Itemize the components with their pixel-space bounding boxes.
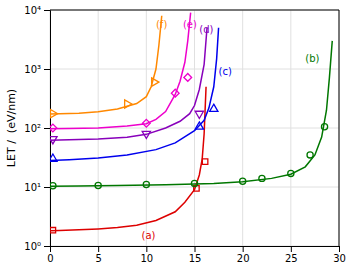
tick-label: 30 xyxy=(333,253,346,264)
line xyxy=(50,16,162,114)
marker xyxy=(202,159,207,164)
axis: 10⁰ 10¹ 10² 10³ 10⁴ xyxy=(24,5,50,252)
annotation: (e) xyxy=(183,19,197,30)
marker xyxy=(142,131,150,138)
tick-label: 25 xyxy=(285,253,298,264)
line xyxy=(50,87,206,231)
annotation: (f) xyxy=(156,19,167,30)
axis-line xyxy=(51,247,340,253)
marker xyxy=(50,227,55,232)
tick: 5 xyxy=(95,246,101,264)
grid-line xyxy=(339,10,340,246)
tick-mark xyxy=(291,246,292,252)
marker xyxy=(210,104,218,111)
tick-mark xyxy=(44,10,50,11)
marker xyxy=(240,178,246,184)
tick: 10⁴ xyxy=(24,5,50,16)
axis: 0 5 10 15 20 25 30 xyxy=(47,246,346,264)
tick: 10¹ xyxy=(24,182,50,193)
tick-label: 10² xyxy=(24,123,41,134)
tick-mark xyxy=(146,246,147,252)
tick-mark xyxy=(44,187,50,188)
tick-mark xyxy=(98,246,99,252)
tick-label: 10⁰ xyxy=(24,241,41,252)
tick: 0 xyxy=(47,246,53,264)
tick: 10² xyxy=(24,123,50,134)
annotation: (d) xyxy=(199,24,213,35)
marker xyxy=(143,181,149,187)
frame xyxy=(339,10,340,246)
plot-area xyxy=(50,13,332,233)
line xyxy=(50,28,219,161)
tick: 15 xyxy=(189,246,202,264)
marker xyxy=(259,175,265,181)
annotation: (a) xyxy=(142,230,156,241)
marker xyxy=(142,119,150,127)
chart: 0 5 10 15 20 25 30 10⁰ 10¹ 10² 10³ 10⁴ LET / (eV/nm)… xyxy=(0,0,353,268)
tick: 10³ xyxy=(24,64,50,75)
tick-mark xyxy=(195,246,196,252)
line xyxy=(50,28,207,140)
marker xyxy=(50,137,57,144)
marker xyxy=(321,124,327,130)
marker xyxy=(95,182,101,188)
tick-label: 20 xyxy=(237,253,250,264)
axis-line xyxy=(44,11,51,247)
marker xyxy=(288,170,294,176)
tick-mark xyxy=(44,69,50,70)
tick: 25 xyxy=(285,246,298,264)
tick: 30 xyxy=(333,246,346,264)
tick-mark xyxy=(243,246,244,252)
marker xyxy=(195,111,203,118)
annotation: (c) xyxy=(219,66,232,77)
marker xyxy=(184,74,192,82)
tick-mark xyxy=(339,246,340,252)
tick-label: 10³ xyxy=(24,64,41,75)
tick: 10⁰ xyxy=(24,241,50,252)
tick-mark xyxy=(44,246,50,247)
frame xyxy=(50,10,339,11)
tick: 10 xyxy=(140,246,153,264)
tick-label: 5 xyxy=(95,253,101,264)
marker xyxy=(50,109,57,117)
tick-label: 15 xyxy=(189,253,202,264)
grid-line xyxy=(50,69,339,70)
y-axis-title: LET / (eV/nm) xyxy=(5,89,18,167)
tick-label: 0 xyxy=(47,253,53,264)
tick: 20 xyxy=(237,246,250,264)
annotation: (b) xyxy=(305,53,319,64)
marker xyxy=(171,89,179,97)
marker xyxy=(152,78,159,86)
marker xyxy=(125,100,132,108)
tick-label: 10¹ xyxy=(24,182,41,193)
marker xyxy=(50,183,56,189)
marker xyxy=(307,152,313,158)
marker xyxy=(50,154,57,161)
marker xyxy=(50,124,57,132)
grid-line xyxy=(50,10,339,11)
tick-mark xyxy=(44,128,50,129)
line xyxy=(50,13,191,129)
grid xyxy=(50,10,339,246)
marker xyxy=(195,122,203,129)
marker xyxy=(191,180,197,186)
tick-label: 10 xyxy=(140,253,153,264)
line xyxy=(50,41,332,186)
tick-label: 10⁴ xyxy=(24,5,41,16)
